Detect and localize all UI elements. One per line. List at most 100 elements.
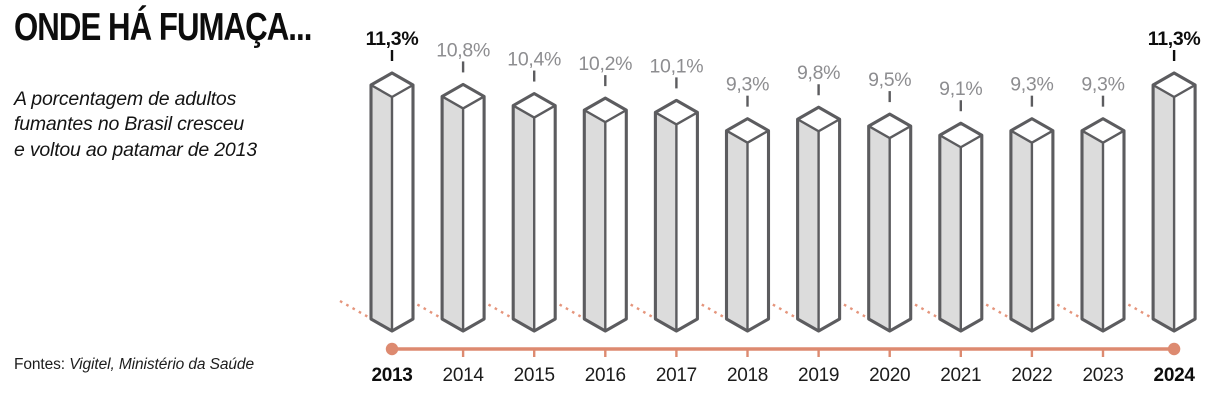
bar-outline (653, 98, 699, 333)
bar-outline (582, 96, 628, 333)
bar-group-2023 (1080, 117, 1126, 333)
year-label-2020: 2020 (869, 365, 910, 386)
bar-inner-edges (1081, 129, 1125, 331)
bar-group-2019 (796, 105, 842, 333)
bar-right-face (534, 105, 556, 331)
bar-outline (1151, 71, 1197, 333)
source-value: Vigitel, Ministério da Saúde (69, 356, 254, 373)
bar-right-face (747, 130, 769, 331)
depth-guide-dotted-2022 (979, 299, 1011, 320)
bar-inner-edges (370, 83, 414, 331)
bar-value-label-2019: 9,8% (797, 62, 840, 84)
bar-outline (1009, 117, 1055, 333)
bar-outline (511, 91, 557, 333)
bar-outline (796, 105, 842, 333)
year-label-2024: 2024 (1154, 365, 1196, 386)
bar-right-face (605, 110, 627, 331)
bar-value-label-2014: 10,8% (436, 39, 490, 61)
bar-left-face (1010, 130, 1032, 331)
bar-group-2021 (938, 121, 984, 333)
depth-guide-dotted-2023 (1050, 299, 1082, 320)
depth-guide-dotted-2019 (766, 299, 798, 320)
depth-guide-dotted-2024 (1121, 299, 1153, 320)
page-title: ONDE HÁ FUMAÇA... (14, 6, 312, 49)
bar-group-2018 (724, 117, 771, 333)
bar-inner-edges (441, 95, 485, 331)
bar-inner-edges (512, 104, 556, 331)
year-label-2023: 2023 (1082, 365, 1123, 386)
year-label-2019: 2019 (798, 365, 839, 386)
bar-left-face (868, 126, 890, 331)
bar-inner-edges (1010, 129, 1054, 331)
bar-inner-edges (1152, 83, 1196, 331)
bar-value-label-2015: 10,4% (507, 49, 561, 71)
bar-left-face (1153, 85, 1175, 331)
bar-right-face (392, 85, 413, 331)
bar-left-face (513, 105, 535, 331)
bar-group-2017 (653, 98, 699, 333)
bar-right-face (960, 135, 982, 331)
bar-group-2014 (440, 82, 486, 333)
bar-value-label-2013: 11,3% (366, 28, 419, 50)
year-label-2014: 2014 (443, 365, 485, 386)
bar-right-face (1174, 85, 1196, 331)
year-label-2016: 2016 (585, 365, 626, 386)
bar-value-label-2022: 9,3% (1010, 74, 1053, 96)
bar-outline (938, 121, 984, 333)
bar-inner-edges (797, 118, 841, 331)
bar-outline (440, 82, 486, 333)
year-label-2013: 2013 (371, 365, 412, 386)
bar-inner-edges (868, 125, 912, 331)
depth-guide-dotted-2013 (339, 299, 371, 320)
depth-guide-dotted-2014 (410, 299, 442, 320)
bar-value-label-2017: 10,1% (650, 55, 704, 77)
bar-value-label-2024: 11,3% (1148, 28, 1201, 50)
year-label-2022: 2022 (1011, 365, 1052, 386)
year-label-2015: 2015 (514, 365, 555, 386)
bar-group-2020 (867, 112, 913, 333)
bar-right-face (463, 96, 485, 332)
year-label-2018: 2018 (727, 365, 768, 386)
bar-value-label-2018: 9,3% (726, 74, 769, 96)
bar-group-2015 (511, 91, 557, 333)
depth-guide-dotted-2017 (623, 299, 655, 320)
source-label: Fontes: (14, 356, 65, 373)
bar-right-face (818, 119, 840, 331)
source-line: Fontes: Vigitel, Ministério da Saúde (14, 356, 254, 374)
depth-guide-dotted-2021 (908, 299, 940, 320)
bar-left-face (1082, 130, 1103, 331)
depth-guide-dotted-2020 (837, 299, 869, 320)
bar-outline (867, 112, 913, 333)
bar-right-face (889, 126, 911, 331)
bar-right-face (676, 112, 698, 332)
bar-left-face (726, 130, 748, 331)
bar-right-face (1031, 130, 1053, 331)
depth-guide-dotted-2018 (694, 299, 727, 320)
bar-left-face (371, 85, 392, 331)
bar-right-face (1103, 130, 1124, 331)
chart-subtitle: A porcentagem de adultos fumantes no Bra… (14, 87, 257, 161)
bar-outline (369, 71, 415, 333)
header-panel: ONDE HÁ FUMAÇA... A porcentagem de adult… (14, 6, 354, 163)
bar-left-face (584, 110, 606, 331)
depth-guide-dotted-2015 (481, 299, 513, 320)
bar-inner-edges (725, 129, 770, 331)
bar-outline (724, 117, 771, 333)
bar-group-2016 (582, 96, 628, 333)
bar-value-label-2016: 10,2% (578, 53, 632, 75)
bar-value-label-2021: 9,1% (939, 78, 982, 100)
bar-left-face (442, 96, 464, 332)
bar-outline (1080, 117, 1126, 333)
bar-group-2022 (1009, 117, 1055, 333)
year-label-2021: 2021 (940, 365, 981, 386)
bar-group-2013 (369, 71, 415, 333)
year-label-2017: 2017 (656, 365, 697, 386)
timeline-start-dot (385, 342, 399, 356)
depth-guide-dotted-2016 (552, 299, 584, 320)
bar-left-face (655, 112, 677, 332)
bar-value-label-2023: 9,3% (1081, 74, 1124, 96)
bar-group-2024 (1151, 71, 1197, 333)
timeline-end-dot (1167, 342, 1181, 356)
